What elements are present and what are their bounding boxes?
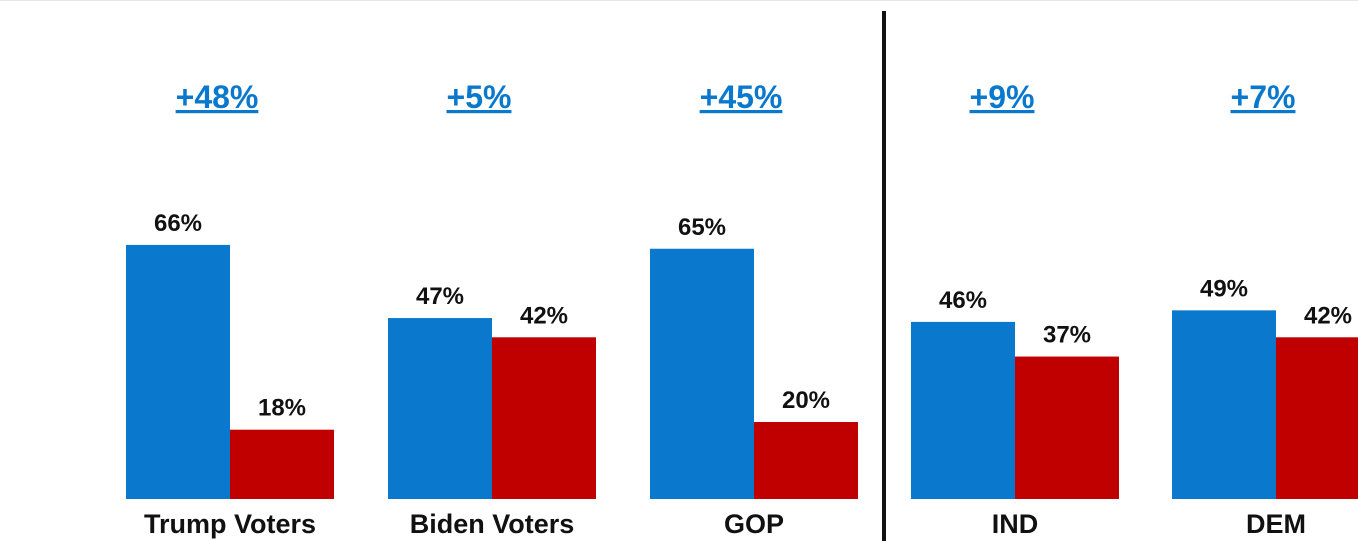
- value-label-series-1-0: 66%: [154, 210, 202, 237]
- bar-series-2-2: [754, 422, 858, 499]
- bar-series-2-1: [492, 337, 596, 499]
- difference-label-2: +45%: [700, 79, 783, 115]
- bar-series-1-3: [911, 321, 1015, 499]
- category-label-3: IND: [992, 509, 1039, 539]
- value-label-series-2-1: 42%: [520, 302, 568, 329]
- value-label-series-2-4: 42%: [1304, 302, 1352, 329]
- group-divider-line: [882, 11, 886, 541]
- category-label-2: GOP: [724, 509, 784, 539]
- difference-label-0: +48%: [176, 79, 259, 115]
- value-label-series-1-1: 47%: [416, 283, 464, 310]
- value-label-series-2-3: 37%: [1043, 322, 1091, 349]
- bar-series-2-0: [230, 429, 334, 499]
- category-label-0: Trump Voters: [144, 509, 316, 539]
- difference-label-3: +9%: [970, 79, 1035, 115]
- bar-series-1-2: [650, 248, 754, 499]
- bar-series-2-4: [1276, 337, 1358, 499]
- difference-label-4: +7%: [1231, 79, 1296, 115]
- category-label-4: DEM: [1246, 509, 1306, 539]
- value-label-series-1-3: 46%: [939, 287, 987, 314]
- value-label-series-2-2: 20%: [782, 387, 830, 414]
- value-label-series-2-0: 18%: [258, 395, 306, 422]
- bar-series-1-4: [1172, 310, 1276, 499]
- bar-series-1-1: [388, 318, 492, 499]
- top-border-line: [0, 0, 1358, 1]
- bar-series-2-3: [1015, 356, 1119, 499]
- category-label-1: Biden Voters: [410, 509, 575, 539]
- value-label-series-1-4: 49%: [1200, 275, 1248, 302]
- bar-series-1-0: [126, 244, 230, 499]
- difference-label-1: +5%: [447, 79, 512, 115]
- value-label-series-1-2: 65%: [678, 214, 726, 241]
